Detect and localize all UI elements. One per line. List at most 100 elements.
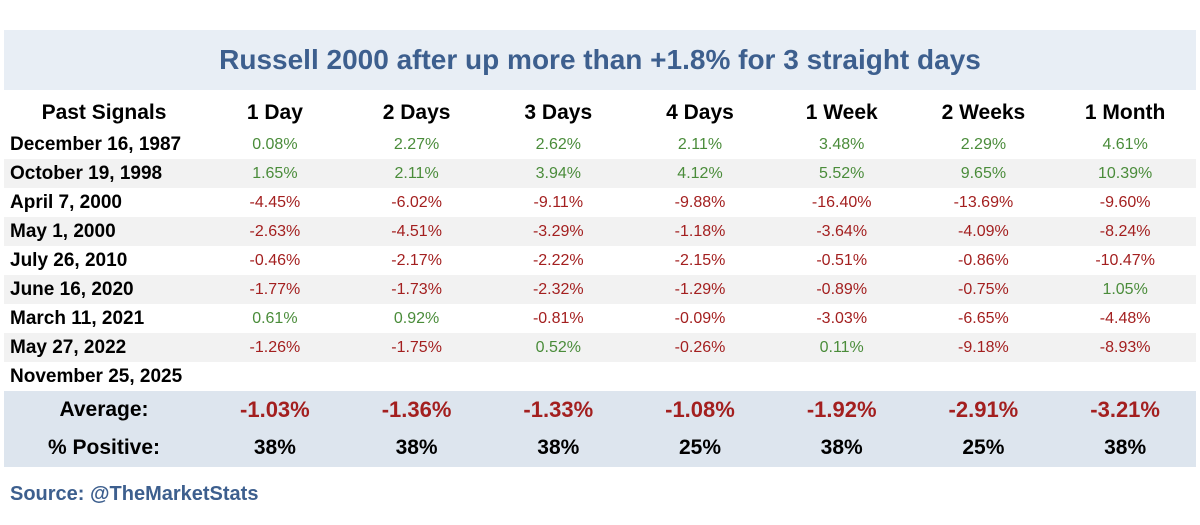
column-header: 2 Weeks [941,101,1026,124]
return-cell: 3.48% [819,135,865,153]
average-row-value: -1.03% [204,391,346,429]
return-cell: -9.60% [1099,193,1151,211]
table-row: March 11, 2021 0.61% 0.92% -0.81% -0.09% -3.0… [4,304,1196,333]
percent-positive-row-value: 25% [912,429,1055,467]
average-row-value: -1.36% [345,391,488,429]
return-cell [1054,362,1196,391]
return-cell [487,362,629,391]
return-cell: 0.11% [770,333,913,362]
signal-date: November 25, 2025 [10,365,183,387]
average-row-value: -1.08% [629,391,771,429]
return-cell: 4.61% [1102,135,1148,153]
return-cell: 2.11% [677,135,723,153]
percent-positive-row-value: 38% [1054,429,1196,467]
return-cell: -4.09% [912,217,1055,246]
return-cell: 3.94% [487,159,630,188]
return-cell [771,362,913,391]
return-cell [913,362,1055,391]
return-cell: -16.40% [811,193,872,211]
return-cell: -8.93% [1054,333,1196,362]
table-row: May 1, 2000 -2.63% -4.51% -3.29% -1.18% -3.64… [4,217,1196,246]
table-row: May 27, 2022 -1.26% -1.75% 0.52% -0.26% 0.11%… [4,333,1196,362]
return-cell: 1.05% [1054,275,1196,304]
return-cell: -0.89% [770,275,913,304]
signal-date: July 26, 2010 [10,249,128,271]
signal-date: March 11, 2021 [10,307,145,329]
return-cell: -0.46% [249,251,301,269]
table-body: December 16, 1987 0.08% 2.27% 2.62% 2.11% 3.4… [4,130,1196,391]
percent-positive-row-label: % Positive: [4,429,205,467]
table-row: December 16, 1987 0.08% 2.27% 2.62% 2.11% 3.4… [4,130,1196,159]
column-header: 1 Day [246,101,303,124]
return-cell: 0.08% [252,135,298,153]
title-band: Russell 2000 after up more than +1.8% fo… [4,30,1196,90]
return-cell: -1.26% [204,333,346,362]
return-cell [629,362,771,391]
column-header: 1 Week [805,101,878,124]
average-row-value: -2.91% [912,391,1055,429]
return-cell: -0.51% [816,251,868,269]
return-cell: -9.18% [912,333,1055,362]
return-cell: -0.81% [532,309,584,327]
signal-date: December 16, 1987 [10,133,182,155]
return-cell: -0.75% [912,275,1055,304]
table-row: October 19, 1998 1.65% 2.11% 3.94% 4.12% 5.52… [4,159,1196,188]
return-cell: 2.29% [960,135,1007,153]
return-cell: 0.92% [393,309,440,327]
column-header: 3 Days [524,101,593,124]
percent-positive-row-value: 38% [345,429,488,467]
return-cell: -1.29% [629,275,771,304]
column-header: 4 Days [666,101,734,124]
return-cell: 5.52% [770,159,913,188]
column-header-signals: Past Signals [41,101,167,124]
average-row-value: -1.33% [487,391,630,429]
return-cell: -9.88% [674,193,726,211]
return-cell: -2.15% [674,251,726,269]
return-cell: 2.11% [345,159,488,188]
table-row: April 7, 2000 -4.45% -6.02% -9.11% -9.88% -16… [4,188,1196,217]
column-header: 2 Days [382,101,451,124]
signal-date: October 19, 1998 [4,159,205,188]
return-cell [346,362,488,391]
return-cell: 2.62% [535,135,581,153]
average-row-value: -1.92% [770,391,913,429]
table-row: November 25, 2025 [4,362,1196,391]
return-cell: -0.26% [629,333,771,362]
table-row: July 26, 2010 -0.46% -2.17% -2.22% -2.15% -0.… [4,246,1196,275]
summary-body: Average: -1.03% -1.36% -1.33% -1.08% -1.92% -2… [4,391,1196,467]
table-header-row: Past Signals 1 Day 2 Days 3 Days 4 Days 1 Wee… [4,96,1196,130]
return-cell: -2.22% [532,251,584,269]
return-cell: -0.09% [674,309,726,327]
percent-positive-row-value: 25% [629,429,771,467]
return-cell: -8.24% [1054,217,1196,246]
return-cell: -4.45% [249,193,301,211]
return-cell: -2.63% [204,217,346,246]
signal-date: June 16, 2020 [4,275,205,304]
average-row-label: Average: [4,391,205,429]
return-cell: -10.47% [1095,251,1155,269]
return-cell: 0.61% [252,309,298,327]
return-cell: -1.73% [345,275,488,304]
return-cell: -6.65% [958,309,1009,327]
signal-date: April 7, 2000 [10,191,122,213]
chart-title: Russell 2000 after up more than +1.8% fo… [219,44,981,75]
return-cell: -4.48% [1099,309,1151,327]
return-cell: -2.17% [391,251,442,269]
return-cell: 9.65% [912,159,1055,188]
percent-positive-row-value: 38% [487,429,630,467]
return-cell: -13.69% [953,193,1014,211]
percent-positive-row-value: 38% [770,429,913,467]
return-cell: -1.75% [345,333,488,362]
return-cell: 0.52% [487,333,630,362]
return-cell: -3.64% [770,217,913,246]
return-cell: -0.86% [958,251,1009,269]
return-cell: 1.65% [204,159,346,188]
signal-date: May 27, 2022 [4,333,205,362]
column-header: 1 Month [1084,101,1166,124]
returns-table: Past Signals 1 Day 2 Days 3 Days 4 Days 1 Wee… [4,96,1196,467]
average-row: Average: -1.03% -1.36% -1.33% -1.08% -1.92% -2… [4,391,1196,429]
average-row-value: -3.21% [1054,391,1196,429]
return-cell: -9.11% [533,193,584,211]
return-cell: -2.32% [487,275,630,304]
